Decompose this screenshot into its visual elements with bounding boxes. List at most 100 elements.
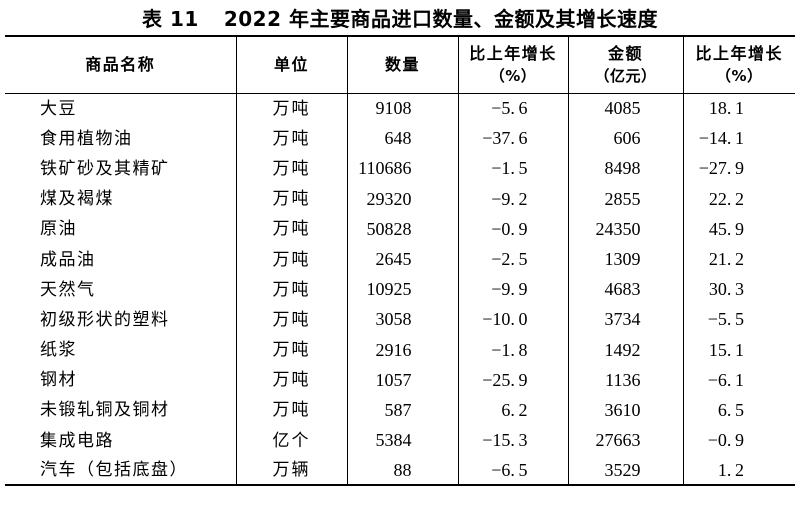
table-title-text: 2022 年主要商品进口数量、金额及其增长速度 xyxy=(223,7,658,31)
col-header-amount-growth-label: 比上年增长 xyxy=(695,43,783,63)
cell-name: 集成电路 xyxy=(40,430,114,450)
cell-quantity-growth: −0. 9 xyxy=(457,213,568,244)
col-header-quantity-growth: 比上年增长 （%） xyxy=(457,36,568,94)
cell-amount-growth: 18. 1 xyxy=(682,93,795,124)
cell-unit: 万吨 xyxy=(235,304,347,335)
cell-amount-growth: −14. 1 xyxy=(682,123,795,154)
col-header-amount: 金额 （亿元） xyxy=(567,36,683,94)
table-row: 集成电路 亿个 5384 −15. 3 27663 −0. 9 xyxy=(5,425,795,456)
col-header-commodity-label: 商品名称 xyxy=(85,54,156,74)
table-title: 表 11 2022 年主要商品进口数量、金额及其增长速度 xyxy=(0,7,800,32)
cell-amount-growth: −0. 9 xyxy=(682,425,795,456)
cell-amount-growth: 45. 9 xyxy=(682,213,795,244)
col-header-quantity-growth-sub: （%） xyxy=(489,66,537,85)
cell-unit: 万吨 xyxy=(235,334,347,365)
table-row: 食用植物油 万吨 648 −37. 6 606 −14. 1 xyxy=(5,123,795,154)
cell-amount-growth: −6. 1 xyxy=(682,364,795,395)
cell-amount: 606 xyxy=(567,123,683,154)
cell-amount: 3734 xyxy=(567,304,683,335)
cell-unit: 万吨 xyxy=(235,123,347,154)
cell-name: 煤及褐煤 xyxy=(40,189,114,209)
cell-unit: 亿个 xyxy=(235,425,347,456)
cell-name: 初级形状的塑料 xyxy=(40,309,170,329)
cell-amount: 24350 xyxy=(567,213,683,244)
col-header-amount-growth-sub: （%） xyxy=(715,66,763,85)
cell-name: 原油 xyxy=(40,219,77,239)
col-header-amount-growth: 比上年增长 （%） xyxy=(682,36,795,94)
cell-quantity: 5384 xyxy=(346,425,458,456)
cell-quantity-growth: −6. 5 xyxy=(457,455,568,486)
col-header-quantity: 数量 xyxy=(346,36,458,94)
cell-quantity: 88 xyxy=(346,455,458,486)
cell-quantity-growth: −5. 6 xyxy=(457,93,568,124)
table-row: 铁矿砂及其精矿 万吨 110686 −1. 5 8498 −27. 9 xyxy=(5,153,795,184)
cell-quantity: 2645 xyxy=(346,243,458,275)
cell-quantity-growth: −37. 6 xyxy=(457,123,568,154)
cell-unit: 万吨 xyxy=(235,153,347,184)
col-header-quantity-growth-label: 比上年增长 xyxy=(469,43,557,63)
cell-amount: 3610 xyxy=(567,394,683,426)
cell-unit: 万吨 xyxy=(235,274,347,305)
cell-name: 铁矿砂及其精矿 xyxy=(40,158,170,178)
cell-quantity-growth: −15. 3 xyxy=(457,425,568,456)
cell-quantity: 9108 xyxy=(346,93,458,124)
cell-quantity-growth: 6. 2 xyxy=(457,394,568,426)
table-row: 汽车（包括底盘） 万辆 88 −6. 5 3529 1. 2 xyxy=(5,455,795,486)
cell-name: 纸浆 xyxy=(40,340,77,360)
cell-name: 成品油 xyxy=(40,249,96,269)
cell-amount: 27663 xyxy=(567,425,683,456)
cell-name: 未锻轧铜及铜材 xyxy=(40,400,170,420)
col-header-unit: 单位 xyxy=(235,36,347,94)
col-header-quantity-label: 数量 xyxy=(384,54,420,74)
cell-amount-growth: 22. 2 xyxy=(682,183,795,214)
cell-quantity: 648 xyxy=(346,123,458,154)
table-row: 煤及褐煤 万吨 29320 −9. 2 2855 22. 2 xyxy=(5,183,795,214)
cell-quantity-growth: −9. 9 xyxy=(457,274,568,305)
cell-unit: 万辆 xyxy=(235,455,347,486)
cell-quantity-growth: −9. 2 xyxy=(457,183,568,214)
cell-amount-growth: 30. 3 xyxy=(682,274,795,305)
cell-amount-growth: 6. 5 xyxy=(682,394,795,426)
cell-quantity-growth: −1. 5 xyxy=(457,153,568,184)
cell-quantity: 10925 xyxy=(346,274,458,305)
table-number: 表 11 xyxy=(142,7,199,31)
cell-quantity-growth: −25. 9 xyxy=(457,364,568,395)
col-header-commodity: 商品名称 xyxy=(5,36,236,94)
col-header-amount-label: 金额 xyxy=(607,43,643,63)
cell-amount-growth: −5. 5 xyxy=(682,304,795,335)
cell-name: 大豆 xyxy=(40,98,77,118)
cell-amount: 4683 xyxy=(567,274,683,305)
cell-name: 食用植物油 xyxy=(40,128,133,148)
table-body: 大豆 万吨 9108 −5. 6 4085 18. 1 食用植物油 万吨 648 −37. 6 60… xyxy=(5,93,795,486)
table-row: 大豆 万吨 9108 −5. 6 4085 18. 1 xyxy=(5,93,795,124)
table-row: 成品油 万吨 2645 −2. 5 1309 21. 2 xyxy=(5,243,795,275)
cell-unit: 万吨 xyxy=(235,213,347,244)
cell-amount-growth: 15. 1 xyxy=(682,334,795,365)
cell-quantity-growth: −2. 5 xyxy=(457,243,568,275)
table-row: 天然气 万吨 10925 −9. 9 4683 30. 3 xyxy=(5,274,795,305)
cell-amount: 8498 xyxy=(567,153,683,184)
cell-amount-growth: 1. 2 xyxy=(682,455,795,486)
cell-quantity: 29320 xyxy=(346,183,458,214)
cell-amount-growth: −27. 9 xyxy=(682,153,795,184)
cell-unit: 万吨 xyxy=(235,243,347,275)
cell-amount: 4085 xyxy=(567,93,683,124)
cell-quantity: 3058 xyxy=(346,304,458,335)
cell-name: 钢材 xyxy=(40,370,77,390)
cell-amount: 1309 xyxy=(567,243,683,275)
cell-unit: 万吨 xyxy=(235,93,347,124)
cell-quantity: 110686 xyxy=(346,153,458,184)
cell-unit: 万吨 xyxy=(235,394,347,426)
cell-amount: 1492 xyxy=(567,334,683,365)
cell-amount: 3529 xyxy=(567,455,683,486)
cell-amount-growth: 21. 2 xyxy=(682,243,795,275)
cell-quantity-growth: −10. 0 xyxy=(457,304,568,335)
col-header-unit-label: 单位 xyxy=(273,54,309,74)
cell-quantity: 50828 xyxy=(346,213,458,244)
cell-quantity: 2916 xyxy=(346,334,458,365)
cell-unit: 万吨 xyxy=(235,364,347,395)
cell-unit: 万吨 xyxy=(235,183,347,214)
cell-amount: 2855 xyxy=(567,183,683,214)
import-commodities-table: 商品名称 单位 数量 比上年增长 （%） 金额 （亿元） 比上年增长 xyxy=(5,35,795,487)
cell-quantity: 587 xyxy=(346,394,458,426)
